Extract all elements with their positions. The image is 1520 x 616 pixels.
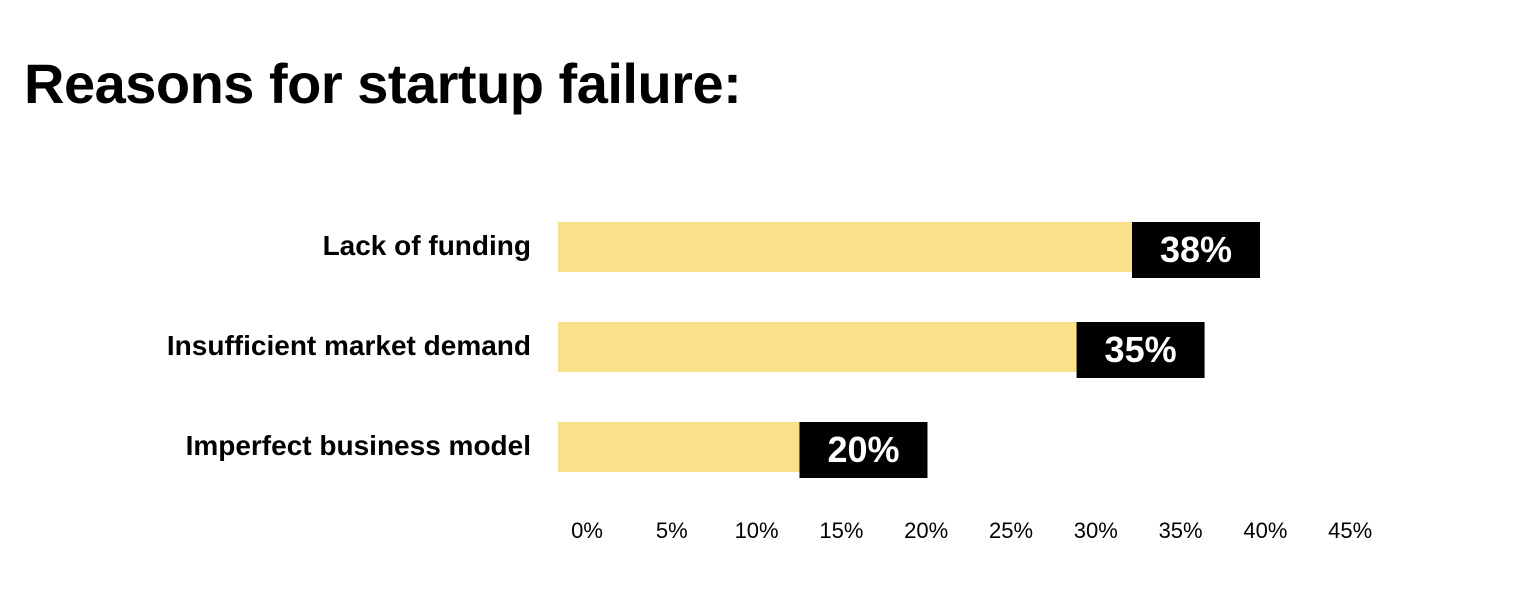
data-label-box	[1132, 222, 1260, 278]
x-tick-label: 5%	[656, 518, 688, 543]
data-label: 20%	[827, 429, 899, 470]
category-label: Lack of funding	[323, 230, 531, 261]
chart-title-prefix: Reasons for	[24, 52, 358, 115]
chart-title-highlight: startup failure:	[353, 52, 746, 115]
x-tick-label: 20%	[904, 518, 948, 543]
x-tick-label: 15%	[819, 518, 863, 543]
chart-title: Reasons for startup failure:	[24, 52, 746, 116]
x-tick-label: 0%	[571, 518, 603, 543]
data-label: 35%	[1105, 329, 1177, 370]
x-tick-label: 45%	[1328, 518, 1372, 543]
x-tick-label: 35%	[1159, 518, 1203, 543]
category-label: Imperfect business model	[186, 430, 531, 461]
x-tick-label: 30%	[1074, 518, 1118, 543]
data-label-box	[1076, 322, 1205, 378]
category-label: Insufficient market demand	[167, 330, 531, 361]
data-label: 38%	[1160, 229, 1232, 270]
data-label-box	[799, 422, 928, 478]
x-tick-label: 25%	[989, 518, 1033, 543]
x-tick-label: 40%	[1243, 518, 1287, 543]
x-tick-label: 10%	[735, 518, 779, 543]
